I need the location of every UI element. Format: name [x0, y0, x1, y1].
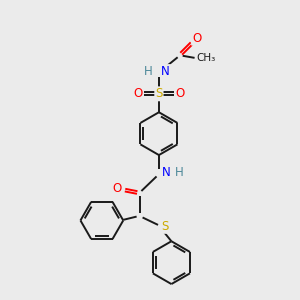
Text: H: H: [144, 65, 153, 78]
Text: N: N: [162, 166, 171, 179]
Text: S: S: [155, 87, 163, 100]
Text: CH₃: CH₃: [197, 53, 216, 63]
Text: N: N: [161, 65, 170, 78]
Text: O: O: [192, 32, 201, 45]
Text: O: O: [133, 87, 142, 100]
Text: H: H: [175, 166, 184, 179]
Text: O: O: [176, 87, 185, 100]
Text: S: S: [161, 220, 168, 233]
Text: O: O: [112, 182, 122, 195]
